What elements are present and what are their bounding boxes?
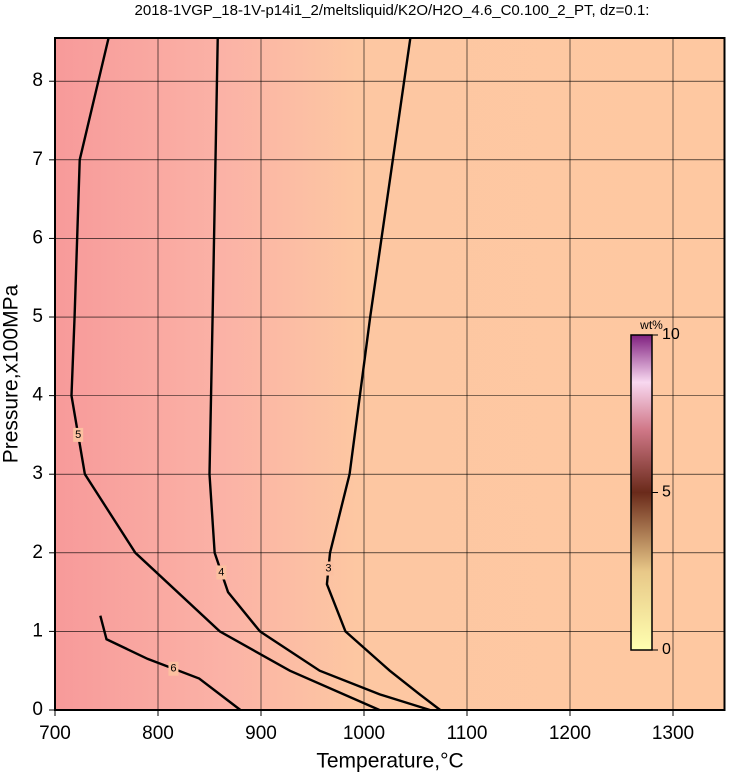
- x-tick-label: 1300: [652, 723, 694, 744]
- x-tick-label: 1200: [549, 723, 591, 744]
- chart-title: 2018-1VGP_18-1V-p14i1_2/meltsliquid/K2O/…: [135, 2, 650, 19]
- colorbar: [630, 334, 653, 651]
- contour-label-bg: [73, 427, 84, 442]
- colorbar-tick-label: 0: [662, 641, 671, 658]
- y-tick-label: 7: [32, 149, 43, 170]
- y-tick-label: 1: [32, 620, 43, 641]
- contour-label-bg: [216, 565, 227, 580]
- x-tick-label: 1000: [343, 723, 385, 744]
- y-tick-label: 4: [32, 385, 43, 406]
- y-axis-label: Pressure,x100MPa: [0, 284, 23, 463]
- contour-line: [208, 37, 431, 712]
- colorbar-label: wt%: [639, 318, 663, 332]
- contour-label-bg: [323, 561, 334, 576]
- plot-background: [55, 38, 725, 710]
- contour-label: 4: [218, 566, 224, 578]
- y-tick-label: 6: [32, 227, 43, 248]
- colorbar-tick-label: 5: [662, 484, 671, 501]
- y-tick-label: 5: [32, 306, 43, 327]
- plot-frame: [54, 37, 726, 711]
- y-tick-label: 0: [32, 699, 43, 720]
- x-tick-label: 800: [142, 723, 174, 744]
- y-tick-label: 8: [32, 70, 43, 91]
- contour-label: 5: [75, 429, 81, 441]
- contour-label-bg: [168, 661, 179, 676]
- x-tick-label: 700: [39, 723, 71, 744]
- contour-line: [70, 37, 380, 712]
- contour-label: 3: [325, 562, 331, 574]
- y-tick-label: 3: [32, 463, 43, 484]
- colorbar-tick-label: 10: [662, 326, 680, 343]
- x-axis-label: Temperature,°C: [316, 750, 463, 773]
- contour-label: 6: [170, 663, 176, 675]
- x-tick-label: 900: [245, 723, 277, 744]
- y-tick-label: 2: [32, 542, 43, 563]
- contour-line: [325, 37, 441, 711]
- x-tick-label: 1100: [447, 723, 488, 744]
